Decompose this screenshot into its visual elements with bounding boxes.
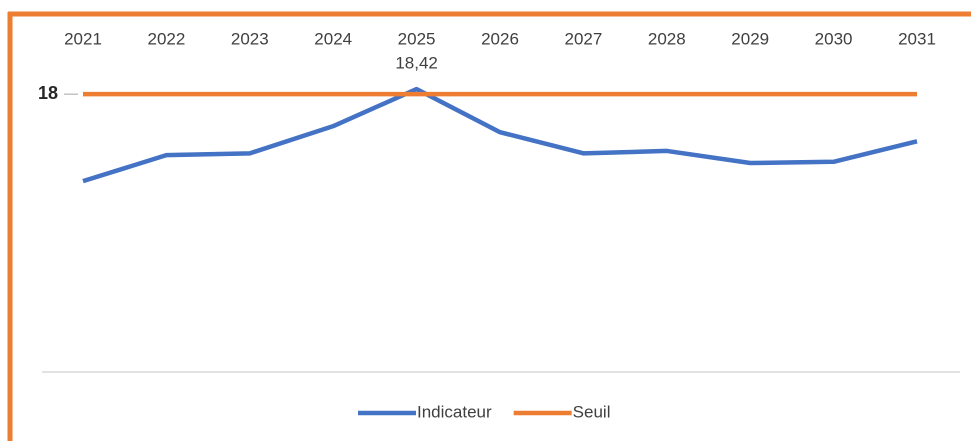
legend-label: Seuil — [573, 402, 611, 421]
series-line — [82, 86, 918, 184]
x-tick-label: 2026 — [481, 29, 519, 48]
x-tick-label: 2024 — [314, 29, 352, 48]
x-tick-label: 2022 — [147, 29, 185, 48]
x-tick-label: 2030 — [815, 29, 853, 48]
x-tick-label: 2027 — [564, 29, 602, 48]
x-tick-label: 2029 — [731, 29, 769, 48]
x-tick-label: 2025 — [398, 29, 436, 48]
y-tick-label: 18 — [38, 83, 58, 103]
x-tick-label: 2031 — [898, 29, 936, 48]
x-tick-label: 2028 — [648, 29, 686, 48]
x-tick-label: 2021 — [64, 29, 102, 48]
legend-label: Indicateur — [417, 402, 492, 421]
x-tick-label: 2023 — [231, 29, 269, 48]
data-label: 18,42 — [395, 54, 438, 73]
